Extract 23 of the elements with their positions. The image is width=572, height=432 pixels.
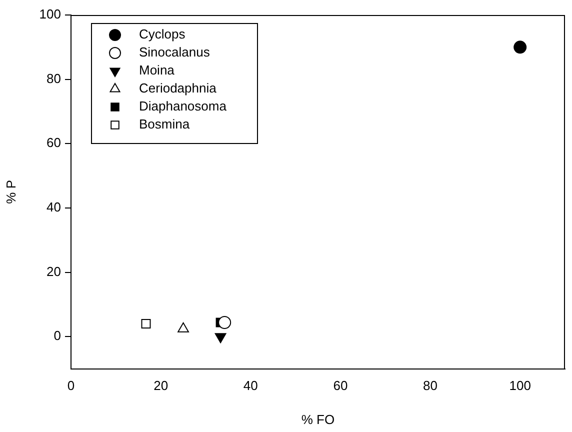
y-tick-label: 100 bbox=[39, 6, 61, 22]
legend-label: Diaphanosoma bbox=[139, 98, 228, 114]
y-tick-label: 0 bbox=[54, 328, 61, 344]
legend-label: Cyclops bbox=[139, 26, 186, 42]
legend-label: Sinocalanus bbox=[139, 44, 210, 60]
x-tick-label: 0 bbox=[67, 378, 75, 394]
y-tick-label: 40 bbox=[46, 200, 61, 215]
legend-label: Ceriodaphnia bbox=[139, 80, 218, 96]
point bbox=[218, 316, 232, 329]
x-tick-label: 40 bbox=[243, 378, 258, 394]
point bbox=[514, 40, 527, 54]
x-tick-label: 100 bbox=[509, 378, 531, 394]
x-tick-label: 20 bbox=[154, 378, 168, 394]
y-axis-title: % P bbox=[3, 180, 18, 204]
y-tick-label: 20 bbox=[46, 264, 61, 279]
point bbox=[141, 319, 151, 329]
y-tick-label: 80 bbox=[46, 70, 61, 86]
x-tick-label: 60 bbox=[333, 378, 348, 394]
x-axis-title: % FO bbox=[301, 412, 335, 427]
x-tick-label: 80 bbox=[423, 378, 438, 394]
legend-label: Moina bbox=[139, 62, 176, 78]
y-tick-label: 60 bbox=[46, 135, 61, 150]
legend-label: Bosmina bbox=[139, 116, 190, 132]
